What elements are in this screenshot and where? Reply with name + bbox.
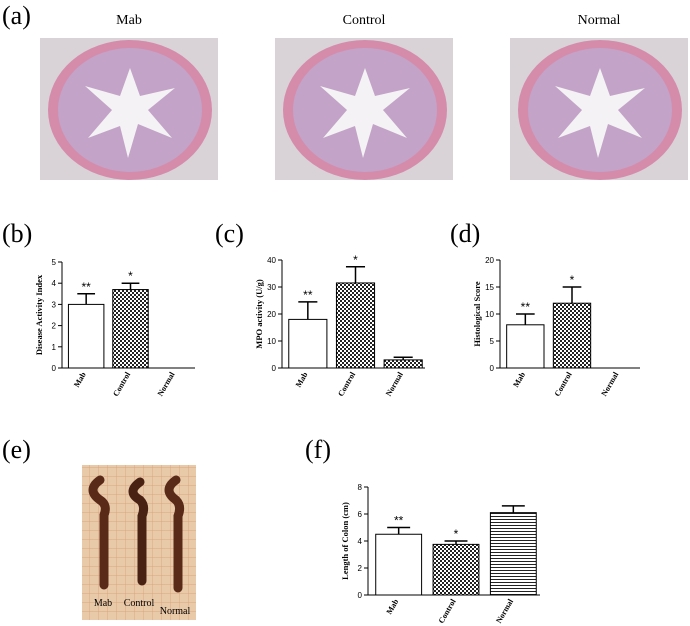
- error-bar: [516, 313, 535, 325]
- x-tick-label: Normal: [494, 597, 515, 625]
- significance-label: *: [128, 269, 133, 283]
- panel-label: (c): [215, 219, 244, 248]
- significance-label: *: [570, 273, 575, 287]
- y-tick-label: 8: [358, 483, 363, 492]
- significance-label: *: [353, 253, 358, 267]
- bar: [506, 324, 545, 369]
- error-bar: [501, 505, 525, 513]
- y-axis-label: Disease Activity Index: [34, 274, 44, 355]
- x-tick-label: Control: [336, 370, 357, 398]
- y-tick-label: 5: [490, 337, 495, 346]
- y-tick-label: 1: [52, 343, 57, 352]
- bar: [552, 302, 592, 369]
- y-tick-label: 6: [358, 510, 363, 519]
- y-tick-label: 2: [52, 322, 57, 331]
- bar: [383, 359, 423, 369]
- y-tick-label: 10: [267, 337, 276, 346]
- y-tick-label: 10: [485, 310, 494, 319]
- y-tick-label: 20: [485, 256, 494, 265]
- panel-label: (a): [2, 1, 31, 30]
- significance-label: **: [81, 280, 91, 294]
- significance-label: **: [303, 288, 313, 302]
- y-axis-label: MPO activity (U/g): [254, 279, 264, 349]
- panel-label: (d): [450, 219, 480, 248]
- y-tick-label: 30: [267, 283, 276, 292]
- x-tick-label: Mab: [72, 370, 88, 389]
- image-caption: Normal: [578, 13, 621, 28]
- bar: [432, 543, 480, 596]
- y-tick-label: 15: [485, 283, 494, 292]
- y-tick-label: 0: [490, 364, 495, 373]
- bar: [67, 303, 105, 369]
- image-caption: Control: [343, 13, 386, 28]
- image-caption: Mab: [116, 13, 142, 28]
- bar: [288, 318, 328, 369]
- y-tick-label: 4: [52, 279, 57, 288]
- colon-photo: Mab Control Normal: [82, 465, 196, 620]
- x-tick-label: Control: [437, 597, 458, 625]
- x-tick-label: Control: [553, 370, 574, 398]
- y-tick-label: 40: [267, 256, 276, 265]
- x-tick-label: Mab: [294, 370, 310, 389]
- error-bar: [298, 301, 318, 320]
- x-tick-label: Mab: [511, 370, 527, 389]
- photo-label: Mab: [94, 598, 112, 609]
- y-tick-label: 4: [358, 537, 363, 546]
- error-bar: [121, 282, 140, 290]
- error-bar: [387, 526, 411, 535]
- error-bar: [444, 540, 468, 545]
- error-bar: [77, 293, 96, 305]
- x-tick-label: Normal: [599, 370, 620, 398]
- significance-label: *: [454, 527, 459, 541]
- bar: [489, 512, 537, 596]
- y-tick-label: 0: [272, 364, 277, 373]
- histology-image: [510, 38, 688, 180]
- y-tick-label: 3: [52, 300, 57, 309]
- x-tick-label: Mab: [385, 597, 401, 616]
- panel-label: (e): [2, 435, 31, 464]
- panel-label: (b): [2, 219, 32, 248]
- y-tick-label: 0: [358, 591, 363, 600]
- histology-image: [40, 38, 218, 180]
- y-tick-label: 0: [52, 364, 57, 373]
- y-tick-label: 20: [267, 310, 276, 319]
- x-tick-label: Normal: [156, 370, 177, 398]
- bar: [375, 533, 423, 596]
- photo-label: Control: [124, 598, 155, 609]
- bar: [335, 282, 376, 369]
- x-tick-label: Control: [111, 370, 132, 398]
- error-bar: [562, 286, 582, 304]
- error-bar: [393, 356, 413, 360]
- y-axis-label: Length of Colon (cm): [340, 502, 350, 580]
- y-axis-label: Histological Score: [472, 281, 482, 346]
- x-tick-label: Normal: [384, 370, 405, 398]
- y-tick-label: 2: [358, 564, 363, 573]
- photo-label: Normal: [160, 606, 191, 617]
- significance-label: **: [521, 300, 531, 314]
- error-bar: [345, 266, 366, 283]
- panel-label: (f): [305, 435, 331, 464]
- histology-image: [275, 38, 453, 180]
- significance-label: **: [394, 514, 404, 528]
- bar: [112, 289, 149, 369]
- y-tick-label: 5: [52, 258, 57, 267]
